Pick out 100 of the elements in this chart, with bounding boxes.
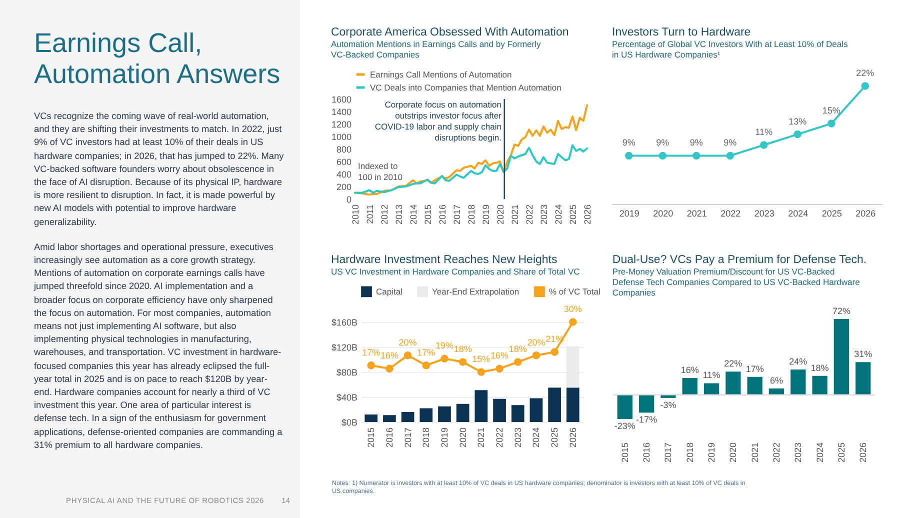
x-tick-label: 2017 — [663, 442, 674, 463]
point — [367, 361, 375, 370]
x-tick-label: 2020 — [458, 428, 468, 448]
x-tick-label: 2014 — [408, 204, 418, 225]
x-tick-label: 2018 — [421, 428, 432, 448]
bar — [530, 398, 543, 422]
y-tick-label: 0 — [346, 194, 352, 204]
point — [760, 141, 768, 149]
bar — [401, 412, 414, 422]
bar — [617, 394, 632, 419]
point — [496, 364, 504, 373]
data-label: 9% — [656, 138, 670, 148]
x-tick-label: 2022 — [524, 204, 534, 225]
point — [658, 152, 666, 160]
bar — [420, 408, 433, 422]
bar — [511, 405, 524, 422]
x-tick-label: 2019 — [619, 208, 640, 218]
data-label: 16% — [680, 364, 699, 375]
data-label: 9% — [724, 138, 737, 148]
x-tick-label: 2026 — [856, 208, 876, 218]
y-tick-label: $80B — [336, 368, 358, 378]
x-tick-label: 2025 — [836, 442, 846, 463]
x-tick-label: 2022 — [771, 442, 782, 463]
x-tick-label: 2012 — [380, 204, 390, 225]
x-tick-label: 2020 — [653, 208, 674, 218]
chart-subtitle: Percentage of Global VC Investors With at Least 10% of Deals in US Hardware Companies¹ — [612, 39, 848, 60]
data-label: 11% — [702, 370, 720, 380]
data-label: 16% — [490, 350, 509, 361]
chart-title: Dual-Use? VCs Pay a Premium for Defense Tech. — [612, 254, 867, 266]
y-tick-label: 600 — [336, 157, 352, 167]
point — [828, 120, 836, 128]
bar — [856, 362, 871, 395]
data-label: 72% — [832, 306, 850, 316]
point — [422, 361, 430, 370]
point — [477, 368, 486, 376]
bar — [704, 383, 720, 395]
data-label: 22% — [724, 358, 742, 369]
bar — [747, 376, 762, 395]
data-label: 18% — [810, 362, 829, 373]
y-tick-label: $160B — [331, 318, 358, 328]
bar — [383, 415, 396, 422]
x-tick-label: 2021 — [750, 442, 760, 463]
point — [550, 348, 558, 356]
data-label: 9% — [690, 138, 703, 148]
x-tick-label: 2026 — [858, 442, 868, 463]
data-label: 20% — [527, 337, 546, 348]
chart-subtitle: Automation Mentions in Earnings Calls and by Formerly VC-Backed Companies — [330, 39, 542, 60]
bar — [438, 406, 451, 422]
x-tick-label: 2016 — [642, 442, 652, 463]
data-label: 22% — [856, 68, 874, 78]
data-label: 30% — [564, 304, 582, 314]
data-label: -17% — [636, 414, 658, 425]
data-label: 24% — [789, 356, 808, 367]
data-label: -23% — [614, 421, 636, 431]
data-label: 17% — [362, 347, 380, 358]
data-label: 6% — [770, 375, 783, 386]
bar — [548, 388, 561, 422]
y-tick-label: 1200 — [331, 120, 352, 130]
point — [458, 358, 467, 366]
data-label: 20% — [398, 337, 417, 348]
legend-label: VC Deals into Companies that Mention Automation — [370, 82, 562, 92]
point — [692, 152, 700, 160]
x-tick-label: 2010 — [350, 204, 360, 225]
data-label: 16% — [380, 350, 398, 361]
bar — [456, 404, 470, 422]
legend-label: % of VC Total — [549, 286, 600, 297]
bar — [566, 388, 580, 422]
x-tick-label: 2013 — [394, 204, 404, 225]
y-tick-label: 1000 — [331, 132, 352, 142]
x-tick-label: 2015 — [423, 204, 433, 225]
x-tick-label: 2023 — [793, 442, 804, 463]
legend-label: Year-End Extrapolation — [432, 286, 520, 297]
x-tick-label: 2023 — [539, 204, 549, 225]
x-tick-label: 2015 — [366, 428, 376, 448]
x-tick-label: 2025 — [822, 208, 842, 218]
text: VCs recognize the coming wave of real-world automation, and they are shifting their investments to match. In 2022, just 9% of VC investors had at least 10% of their deals in US hardware companies; in 2026, that has jumped to 22%. Many VC-backed software founders worry about obsolescence in the face of AI disruption. Because of its physical IP, hardware is more resilient to disruption. In fact, it is made powerful by new AI models with potential to improve hardware generalizability. — [34, 111, 284, 227]
x-tick-label: 2025 — [550, 428, 560, 448]
y-tick-label: 400 — [336, 170, 352, 180]
point — [726, 152, 734, 160]
bar — [364, 414, 378, 422]
annotation: Indexed to 100 in 2010 — [358, 161, 403, 182]
x-tick-label: 2020 — [728, 442, 738, 463]
legend-label: Capital — [376, 286, 403, 297]
x-tick-label: 2016 — [384, 428, 394, 448]
data-label: 18% — [508, 344, 527, 354]
text: Earnings Call, Automation Answers — [34, 28, 282, 90]
bar — [834, 319, 850, 395]
bar — [474, 390, 488, 422]
x-tick-label: 2019 — [439, 428, 450, 448]
point — [861, 82, 869, 90]
x-tick-label: 2024 — [788, 208, 808, 218]
data-label: 17% — [417, 347, 436, 358]
y-tick-label: 1600 — [331, 94, 352, 104]
x-tick-label: 2024 — [814, 442, 825, 463]
data-label: 15% — [822, 106, 840, 116]
point — [514, 358, 522, 366]
x-tick-label: 2020 — [496, 204, 506, 225]
text: Amid labor shortages and operational pressure, executives increasingly see automation as a core growth strategy. Mentions of automation on corporate earnings calls have jumped threefold since 2020. AI implementation and a broader focus on corporate efficiency have only sharpened the focus on automation. For most companies, automation means not just implementing AI software, but also implementing physical technologies in manufacturing, warehouses, and transportation. VC investment in hardware-focused companies this year has already eclipsed the full-year total in 2025 and is on pace to reach $120B by year-end. Hardware companies account for nearly a third of VC investment this year. One area of particular interest is defense tech. In a sign of the enthusiasm for government applications, defense-oriented companies are commanding a 31% premium to all hardware companies. — [34, 242, 282, 450]
x-tick-label: 2021 — [476, 428, 486, 448]
x-tick-label: 2025 — [568, 204, 578, 225]
